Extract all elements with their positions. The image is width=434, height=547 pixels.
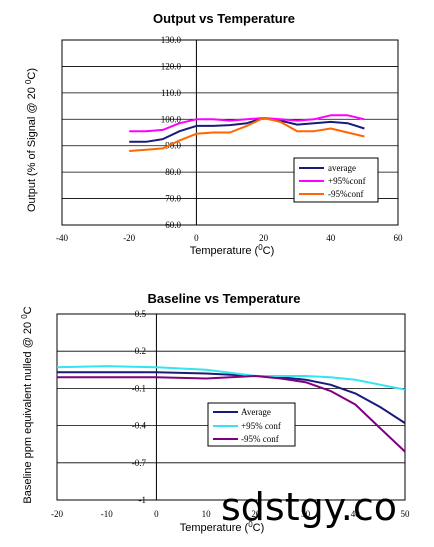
x-tick-label: -20 — [51, 509, 63, 519]
x-tick-label: 60 — [394, 233, 404, 243]
x-tick-label: 40 — [326, 233, 336, 243]
x-tick-label: -20 — [123, 233, 135, 243]
y-tick-label: 100.0 — [161, 114, 182, 124]
chart-2-legend-minus95: -95% conf — [241, 434, 279, 444]
chart-2-x-axis-label: Temperature (0C) — [180, 520, 265, 534]
chart-2-legend: Average +95% conf -95% conf — [207, 402, 296, 447]
series-line-average — [57, 371, 406, 424]
series-line--95-conf — [57, 375, 406, 453]
chart-1-legend-minus95: -95%conf — [328, 189, 364, 199]
y-tick-label: 130.0 — [161, 35, 182, 45]
y-tick-label: -0.7 — [132, 458, 147, 468]
x-tick-label: 20 — [259, 233, 269, 243]
chart-1-series — [129, 114, 365, 152]
x-tick-label: 30 — [301, 509, 311, 519]
y-tick-label: 0.2 — [135, 346, 146, 356]
series-line--95-conf — [56, 365, 406, 391]
chart-1-legend: average +95%conf -95%conf — [293, 157, 379, 203]
series-line-average — [129, 117, 365, 143]
y-tick-label: 70.0 — [165, 194, 181, 204]
chart-2-title: Baseline vs Temperature — [148, 291, 301, 306]
y-tick-label: 0.5 — [135, 309, 147, 319]
x-tick-label: 10 — [202, 509, 212, 519]
chart-1-y-tick-labels: 60.0 70.0 80.0 90.0 100.0 110.0 120.0 130.0 — [161, 35, 182, 230]
chart-2-legend-average: Average — [241, 407, 271, 417]
chart-1-legend-average: average — [328, 163, 356, 173]
y-tick-label: 90.0 — [165, 141, 181, 151]
y-tick-label: -1 — [139, 495, 147, 505]
chart-2-y-tick-labels: -1 -0.7 -0.4 -0.1 0.2 0.5 — [132, 309, 147, 505]
chart-2-series — [56, 365, 406, 453]
watermark-text: sdstgy.co — [221, 485, 397, 529]
x-tick-label: 20 — [251, 509, 261, 519]
y-tick-label: -0.1 — [132, 383, 146, 393]
x-tick-label: -10 — [101, 509, 113, 519]
chart-2-x-tick-labels: -20 -10 0 10 20 30 40 50 — [51, 509, 410, 519]
y-tick-label: 60.0 — [165, 220, 181, 230]
series-line--95-conf — [129, 114, 365, 133]
chart-2-y-axis-label: Baseline ppm equivalent nulled @ 20 0C — [20, 306, 34, 503]
y-tick-label: 110.0 — [161, 88, 181, 98]
y-tick-label: 80.0 — [165, 167, 181, 177]
x-tick-label: 40 — [351, 509, 361, 519]
y-tick-label: 120.0 — [161, 61, 182, 71]
y-tick-label: -0.4 — [132, 421, 147, 431]
chart-baseline-vs-temperature: Baseline vs Temperature -1 -0.7 -0.4 -0.1 0.… — [20, 291, 410, 534]
chart-2-legend-plus95: +95% conf — [241, 421, 281, 431]
chart-1-legend-plus95: +95%conf — [328, 176, 366, 186]
x-tick-label: 50 — [401, 509, 411, 519]
chart-output-vs-temperature: Output vs Temperature 60.0 70.0 80.0 90.0 10… — [24, 11, 403, 257]
chart-1-y-axis-label: Output (% of Signal @ 20 0C) — [24, 68, 38, 212]
chart-1-title: Output vs Temperature — [153, 11, 295, 26]
x-tick-label: 0 — [194, 233, 199, 243]
chart-1-x-tick-labels: -40 -20 0 20 40 60 — [56, 233, 403, 243]
series-line--95-conf — [129, 117, 365, 152]
x-tick-label: -40 — [56, 233, 68, 243]
x-tick-label: 0 — [154, 509, 159, 519]
chart-1-x-axis-label: Temperature (0C) — [190, 243, 275, 257]
